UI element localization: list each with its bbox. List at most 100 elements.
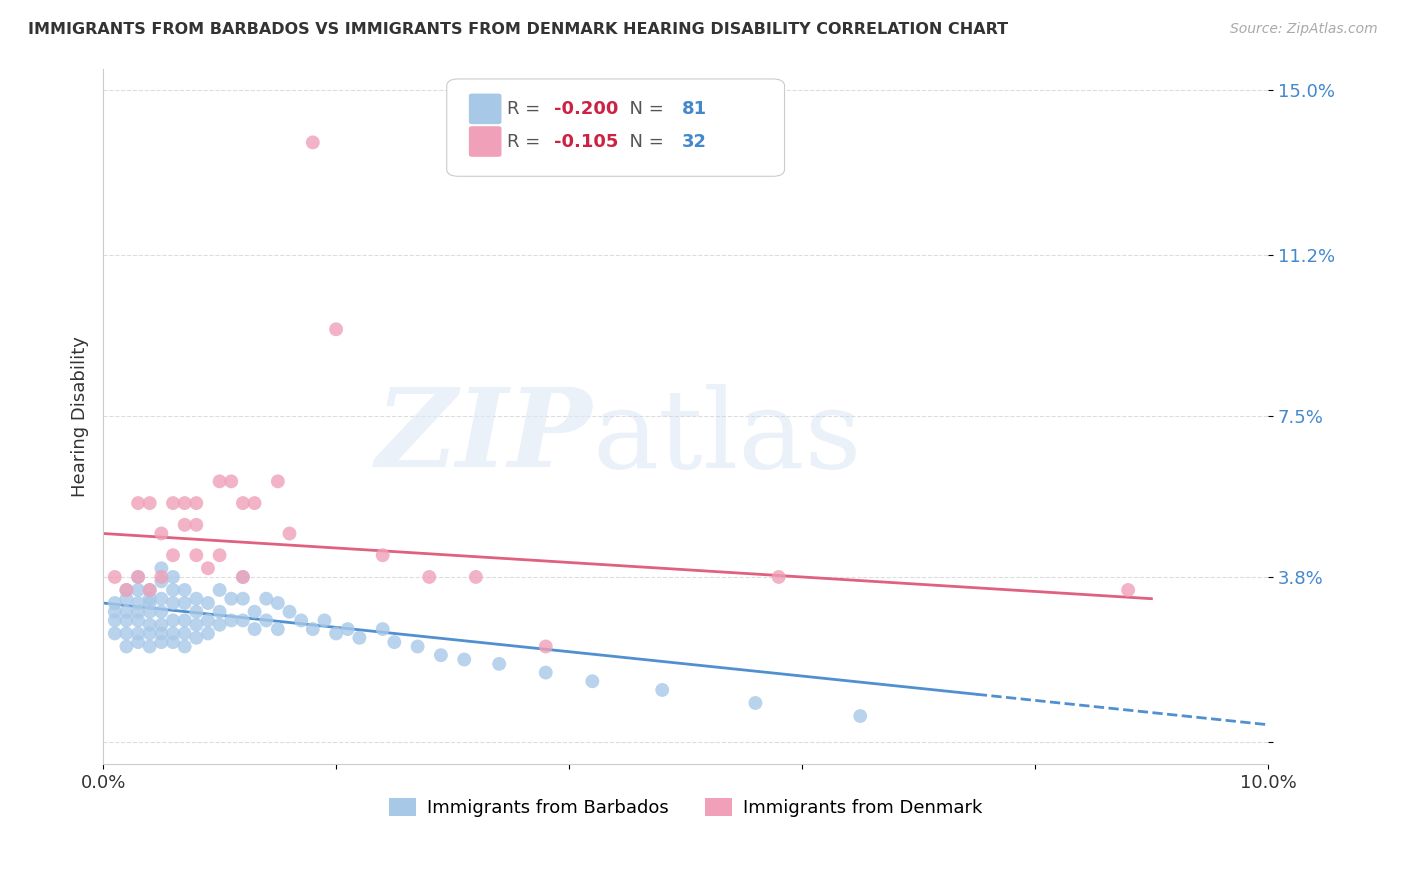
Point (534, 665, 557, 680)
Point (150, 570, 173, 584)
Point (186, 517, 208, 532)
Point (488, 657, 510, 671)
Point (197, 626, 219, 640)
Text: 81: 81 (682, 100, 707, 118)
Point (325, 626, 347, 640)
Point (243, 622, 266, 636)
Text: -0.200: -0.200 (554, 100, 619, 118)
Point (127, 635, 149, 649)
FancyBboxPatch shape (447, 79, 785, 177)
Point (115, 640, 138, 654)
Point (267, 622, 290, 636)
Point (371, 622, 394, 636)
Point (208, 582, 231, 597)
Point (162, 570, 184, 584)
Point (267, 475, 290, 489)
Point (219, 475, 242, 489)
Point (138, 617, 160, 632)
Point (150, 574, 173, 589)
Point (104, 570, 127, 584)
Point (208, 548, 231, 562)
Point (301, 136, 323, 150)
Point (301, 622, 323, 636)
Point (208, 617, 231, 632)
Point (232, 570, 254, 584)
Point (150, 526, 173, 541)
Point (173, 582, 195, 597)
Point (138, 591, 160, 606)
Point (150, 626, 173, 640)
Point (197, 614, 219, 628)
Point (278, 526, 301, 541)
Point (127, 570, 149, 584)
Text: 32: 32 (682, 133, 707, 151)
Point (186, 617, 208, 632)
Point (744, 696, 766, 710)
Point (138, 626, 160, 640)
Point (186, 605, 208, 619)
Point (186, 631, 208, 645)
Point (115, 582, 138, 597)
Point (208, 475, 231, 489)
Point (219, 591, 242, 606)
Point (651, 682, 673, 697)
Point (162, 582, 184, 597)
Point (150, 635, 173, 649)
Point (162, 596, 184, 610)
Point (219, 614, 242, 628)
Point (254, 614, 277, 628)
Point (453, 652, 475, 666)
Point (162, 548, 184, 562)
Point (150, 617, 173, 632)
Text: Source: ZipAtlas.com: Source: ZipAtlas.com (1230, 22, 1378, 37)
FancyBboxPatch shape (468, 127, 502, 157)
Point (208, 605, 231, 619)
Point (104, 614, 127, 628)
Point (232, 591, 254, 606)
Point (162, 496, 184, 510)
Point (173, 626, 195, 640)
Point (232, 614, 254, 628)
Point (278, 605, 301, 619)
Text: N =: N = (619, 133, 669, 151)
Point (232, 570, 254, 584)
Point (430, 648, 453, 663)
Point (173, 614, 195, 628)
Point (138, 596, 160, 610)
Point (186, 591, 208, 606)
Point (243, 605, 266, 619)
Point (115, 614, 138, 628)
Point (127, 614, 149, 628)
Point (186, 548, 208, 562)
Point (115, 626, 138, 640)
Point (464, 570, 486, 584)
Point (127, 596, 149, 610)
Text: N =: N = (619, 100, 669, 118)
Point (314, 614, 336, 628)
Point (104, 605, 127, 619)
Point (138, 605, 160, 619)
FancyBboxPatch shape (468, 94, 502, 124)
Point (173, 640, 195, 654)
Point (150, 605, 173, 619)
Legend: Immigrants from Barbados, Immigrants from Denmark: Immigrants from Barbados, Immigrants fro… (382, 790, 990, 824)
Point (1116, 582, 1139, 597)
Point (127, 570, 149, 584)
Point (254, 591, 277, 606)
Point (382, 635, 405, 649)
Point (127, 626, 149, 640)
Point (186, 496, 208, 510)
Point (768, 570, 790, 584)
Point (290, 614, 312, 628)
Point (138, 640, 160, 654)
Point (138, 496, 160, 510)
Point (267, 596, 290, 610)
Point (336, 622, 359, 636)
Point (371, 548, 394, 562)
Point (162, 635, 184, 649)
Text: ZIP: ZIP (375, 384, 592, 491)
Point (406, 640, 429, 654)
Point (138, 582, 160, 597)
Point (115, 591, 138, 606)
Point (115, 605, 138, 619)
